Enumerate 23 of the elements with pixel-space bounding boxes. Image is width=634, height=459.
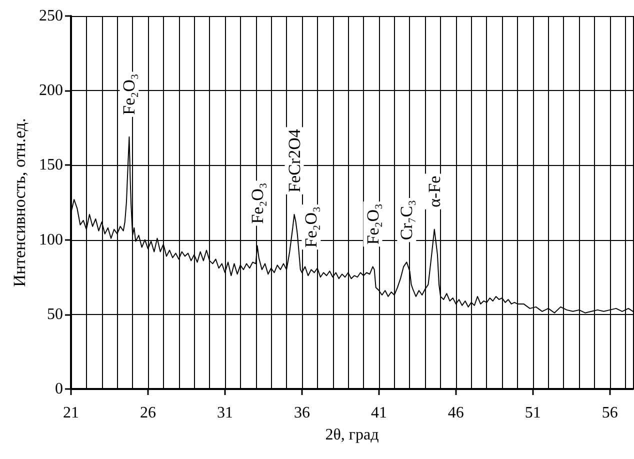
x-tick-label: 31	[216, 404, 233, 422]
y-tick-label: 50	[47, 306, 63, 323]
x-tick-label: 51	[524, 404, 541, 422]
x-tick-label: 21	[63, 404, 79, 422]
annotation: Fe₂O₃	[363, 203, 382, 245]
x-axis-title: 2θ, град	[325, 426, 379, 444]
annotation: Fe₂O₃	[120, 74, 139, 115]
annotation: FeCr2O4	[284, 128, 304, 192]
x-tick-label: 56	[602, 404, 618, 422]
annotation: Fe₂O₃	[248, 182, 267, 224]
annotation: Fe₂O₃	[302, 206, 321, 248]
y-tick-label: 150	[39, 156, 63, 174]
y-tick-label: 0	[55, 380, 63, 398]
x-tick-label: 46	[448, 404, 464, 422]
x-tick-label: 41	[370, 404, 387, 422]
x-tick-label: 36	[294, 404, 310, 422]
y-tick-label: 250	[39, 8, 63, 24]
y-tick-label: 200	[39, 82, 63, 100]
x-tick-label: 26	[140, 404, 156, 422]
y-axis-title: Интенсивность, отн.ед.	[10, 118, 30, 287]
annotation: Cr₇C₃	[397, 200, 416, 240]
y-tick-label: 100	[39, 231, 63, 248]
annotation: α-Fe	[424, 176, 444, 208]
